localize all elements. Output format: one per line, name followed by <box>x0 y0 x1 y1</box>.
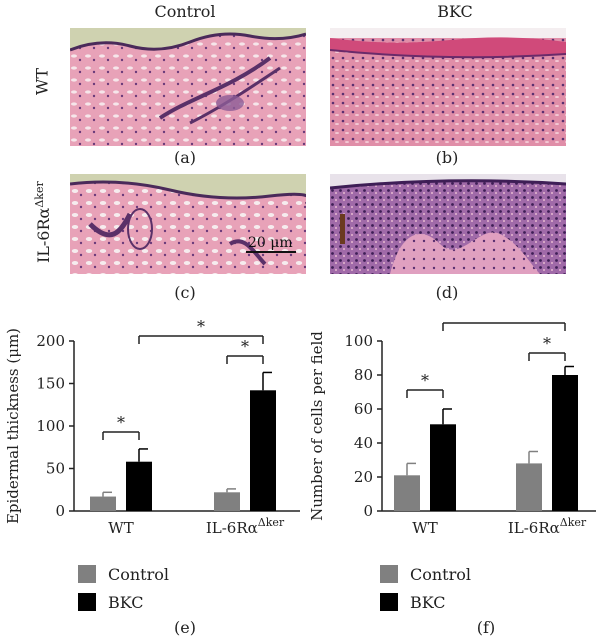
chart-f-ytick-label: 0 <box>363 502 373 520</box>
row-header-il6r-text: IL-6Rα <box>34 207 54 264</box>
chart-f-ytick-label: 40 <box>354 434 373 452</box>
chart-e-bar <box>90 496 116 511</box>
chart-e-bar <box>214 492 240 511</box>
chart-e: 0 50 100 150 200 Epidermal thickness (μm) WT IL… <box>4 318 300 537</box>
chart-f-ytick-label: 80 <box>354 366 373 384</box>
chart-e-category-label-il6r: IL-6RαΔker <box>206 516 285 537</box>
panel-label-e: (e) <box>174 618 196 637</box>
chart-f-bar <box>430 424 456 511</box>
scale-bar-label: 20 μm <box>248 235 293 251</box>
legend-e-bkc: BKC <box>78 590 169 614</box>
legend-e-bkc-label: BKC <box>108 592 144 612</box>
legend-f: Control BKC <box>380 562 471 614</box>
micrograph-c: 20 μm <box>70 174 306 274</box>
chart-f-y-label: Number of cells per field <box>308 331 326 521</box>
column-header-bkc: BKC <box>437 2 473 21</box>
row-header-il6r: IL-6RαΔker <box>33 157 53 287</box>
legend-e-control: Control <box>78 562 169 586</box>
chart-e-sig-bracket-wt-star: * <box>117 413 125 432</box>
legend-f-control: Control <box>380 562 471 586</box>
chart-f-category-label-wt: WT <box>412 519 437 537</box>
chart-e-ytick-label: 100 <box>36 417 65 435</box>
chart-e-ytick-label: 200 <box>36 332 65 350</box>
micrograph-a <box>70 28 306 146</box>
legend-f-bkc-swatch <box>380 593 398 611</box>
legend-f-bkc: BKC <box>380 590 471 614</box>
legend-e-bkc-swatch <box>78 593 96 611</box>
panel-label-d: (d) <box>435 283 459 302</box>
chart-f-bar <box>394 475 420 511</box>
panel-label-a: (a) <box>173 148 197 167</box>
chart-f-ytick-label: 20 <box>354 468 373 486</box>
legend-e-control-label: Control <box>108 564 170 584</box>
chart-f-ytick-label: 100 <box>344 332 373 350</box>
row-header-wt: WT <box>32 67 52 96</box>
chart-e-sig-bracket-il6r-star: * <box>241 337 249 356</box>
chart-f-bar <box>516 463 542 511</box>
chart-f-bar <box>552 375 578 511</box>
column-header-control: Control <box>154 2 216 21</box>
chart-f: 0 20 40 60 80 100 Number of cells per field WT I… <box>308 318 596 537</box>
row-header-il6r-superscript: Δker <box>32 181 46 208</box>
legend-f-bkc-label: BKC <box>410 592 446 612</box>
chart-e-ytick-label: 150 <box>36 375 65 393</box>
chart-e-bar <box>126 461 152 511</box>
chart-e-sig-bracket-bkc-star: * <box>197 318 205 336</box>
panel-label-f: (f) <box>476 618 496 637</box>
chart-e-y-label: Epidermal thickness (μm) <box>4 328 22 524</box>
chart-f-sig-bracket-wt-star: * <box>421 371 429 390</box>
legend-f-control-swatch <box>380 565 398 583</box>
legend-f-control-label: Control <box>410 564 472 584</box>
chart-f-category-label-il6r: IL-6RαΔker <box>508 516 587 537</box>
micrograph-d <box>330 174 566 274</box>
legend-e-control-swatch <box>78 565 96 583</box>
chart-e-category-label-wt: WT <box>108 519 133 537</box>
panel-label-c: (c) <box>174 283 196 302</box>
chart-e-bar <box>250 390 276 511</box>
chart-e-ytick-label: 50 <box>46 460 65 478</box>
chart-f-sig-bracket-il6r-star: * <box>543 334 551 353</box>
panel-label-b: (b) <box>435 148 459 167</box>
legend-e: Control BKC <box>78 562 169 614</box>
chart-e-ytick-label: 0 <box>55 502 65 520</box>
chart-f-ytick-label: 60 <box>354 400 373 418</box>
micrograph-b <box>330 28 566 146</box>
chart-f-sig-bracket-bkc-star: * <box>500 318 508 323</box>
